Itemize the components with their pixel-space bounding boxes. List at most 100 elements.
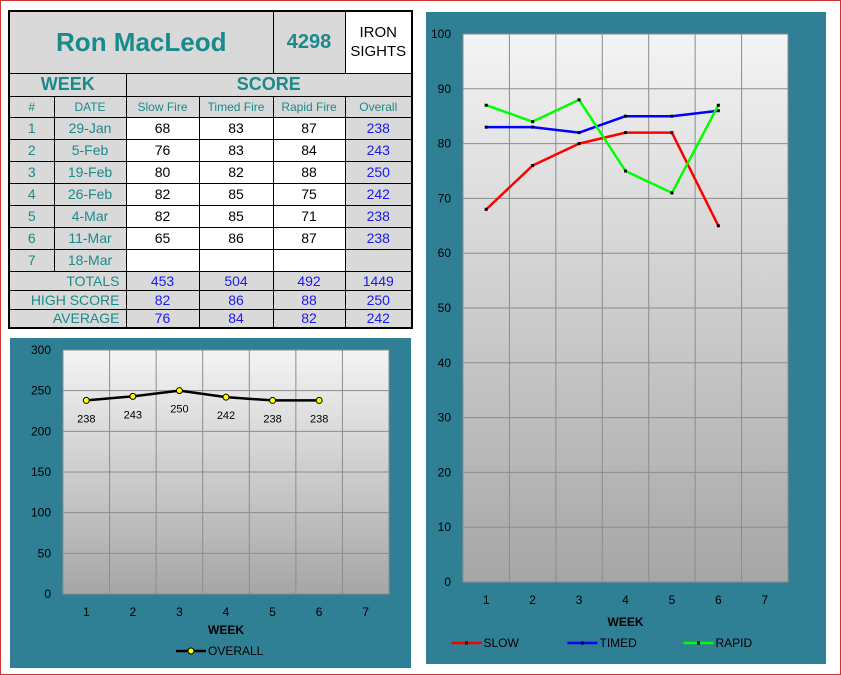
x-tick-label: 5 bbox=[269, 605, 276, 619]
timed-score[interactable] bbox=[198, 248, 274, 272]
timed-score[interactable]: 85 bbox=[198, 204, 274, 228]
high-overall: 250 bbox=[344, 289, 413, 310]
col-header-rapid: Rapid Fire bbox=[272, 95, 346, 118]
x-tick-label: 2 bbox=[529, 593, 536, 607]
slow-score[interactable]: 82 bbox=[125, 204, 200, 228]
overall-score: 242 bbox=[344, 182, 413, 206]
legend-marker-overall bbox=[187, 647, 195, 655]
x-tick-label: 3 bbox=[576, 593, 583, 607]
y-tick-label: 300 bbox=[31, 343, 51, 357]
data-label-overall: 238 bbox=[263, 413, 281, 425]
rapid-score[interactable]: 88 bbox=[272, 160, 346, 184]
table-row: 5 4-Mar 82 85 71 238 bbox=[8, 204, 413, 228]
average-label: AVERAGE bbox=[8, 308, 127, 329]
table-row: 3 19-Feb 80 82 88 250 bbox=[8, 160, 413, 184]
avg-rapid: 82 bbox=[272, 308, 346, 329]
rapid-score[interactable]: 84 bbox=[272, 138, 346, 162]
data-point-timed bbox=[716, 109, 720, 113]
y-tick-label: 0 bbox=[444, 575, 451, 589]
x-tick-label: 2 bbox=[130, 605, 137, 619]
score-table: Ron MacLeod 4298 IRON SIGHTS WEEK SCORE … bbox=[8, 10, 414, 329]
x-tick-label: 1 bbox=[483, 593, 490, 607]
data-point-timed bbox=[577, 131, 581, 135]
row-date: 19-Feb bbox=[53, 160, 127, 184]
slow-score[interactable]: 68 bbox=[125, 116, 200, 140]
x-tick-label: 5 bbox=[669, 593, 676, 607]
series-line-overall bbox=[86, 389, 320, 402]
column-header-row: # DATE Slow Fire Timed Fire Rapid Fire O… bbox=[8, 95, 413, 118]
y-tick-label: 60 bbox=[438, 246, 452, 260]
y-tick-label: 80 bbox=[438, 137, 452, 151]
x-tick-label: 4 bbox=[223, 605, 230, 619]
total-slow: 453 bbox=[125, 270, 200, 291]
table-row: 6 11-Mar 65 86 87 238 bbox=[8, 226, 413, 250]
slow-score[interactable]: 65 bbox=[125, 226, 200, 250]
table-row: 4 26-Feb 82 85 75 242 bbox=[8, 182, 413, 206]
col-header-timed: Timed Fire bbox=[198, 95, 274, 118]
data-point-overall bbox=[222, 393, 230, 401]
series-line-rapid bbox=[485, 98, 720, 195]
data-point-slow bbox=[716, 224, 720, 228]
slow-score[interactable]: 80 bbox=[125, 160, 200, 184]
col-header-slow: Slow Fire bbox=[125, 95, 200, 118]
data-point-overall bbox=[175, 387, 183, 395]
x-axis-title: WEEK bbox=[208, 623, 244, 637]
data-label-overall: 242 bbox=[217, 410, 235, 422]
data-point-overall bbox=[315, 396, 323, 404]
high-timed: 86 bbox=[198, 289, 274, 310]
col-header-date: DATE bbox=[53, 95, 127, 118]
data-label-overall: 238 bbox=[310, 413, 328, 425]
data-point-timed bbox=[484, 125, 488, 129]
rapid-score[interactable]: 87 bbox=[272, 116, 346, 140]
overall-score: 238 bbox=[344, 226, 413, 250]
data-point-slow bbox=[531, 164, 535, 168]
scores-chart-panel: 0 10 20 30 40 50 60 70 80 90 100 1 2 3 4 5 6 7 WEEK SLOW TIM… bbox=[426, 12, 826, 664]
slow-score[interactable]: 76 bbox=[125, 138, 200, 162]
row-num: 5 bbox=[8, 204, 55, 228]
slow-score[interactable]: 82 bbox=[125, 182, 200, 206]
slow-score[interactable] bbox=[125, 248, 200, 272]
row-num: 3 bbox=[8, 160, 55, 184]
high-slow: 82 bbox=[125, 289, 200, 310]
y-tick-label: 50 bbox=[38, 546, 52, 560]
legend-label-slow: SLOW bbox=[484, 636, 520, 650]
rapid-score[interactable]: 71 bbox=[272, 204, 346, 228]
data-point-slow bbox=[624, 131, 627, 135]
row-date: 29-Jan bbox=[53, 116, 127, 140]
timed-score[interactable]: 82 bbox=[198, 160, 274, 184]
total-timed: 504 bbox=[198, 270, 274, 291]
average-row: AVERAGE 76 84 82 242 bbox=[8, 308, 413, 329]
data-point-rapid bbox=[624, 169, 627, 173]
x-axis-title: WEEK bbox=[608, 615, 644, 629]
totals-row: TOTALS 453 504 492 1449 bbox=[8, 270, 413, 291]
table-row: 2 5-Feb 76 83 84 243 bbox=[8, 138, 413, 162]
timed-score[interactable]: 83 bbox=[198, 116, 274, 140]
y-tick-label: 20 bbox=[438, 465, 452, 479]
data-point-overall bbox=[82, 396, 90, 404]
data-point-rapid bbox=[484, 103, 488, 107]
data-point-slow bbox=[484, 207, 488, 211]
x-tick-label: 7 bbox=[761, 593, 768, 607]
y-tick-label: 100 bbox=[31, 506, 51, 520]
high-score-row: HIGH SCORE 82 86 88 250 bbox=[8, 289, 413, 310]
high-score-label: HIGH SCORE bbox=[8, 289, 127, 310]
rapid-score[interactable]: 87 bbox=[272, 226, 346, 250]
timed-score[interactable]: 83 bbox=[198, 138, 274, 162]
rapid-score[interactable] bbox=[272, 248, 346, 272]
data-point-rapid bbox=[577, 98, 581, 102]
high-rapid: 88 bbox=[272, 289, 346, 310]
row-date: 4-Mar bbox=[53, 204, 127, 228]
totals-label: TOTALS bbox=[8, 270, 127, 291]
avg-slow: 76 bbox=[125, 308, 200, 329]
overall-score bbox=[344, 248, 413, 272]
y-tick-label: 150 bbox=[31, 465, 51, 479]
rapid-score[interactable]: 75 bbox=[272, 182, 346, 206]
data-label-overall: 238 bbox=[77, 413, 95, 425]
y-tick-label: 10 bbox=[438, 520, 452, 534]
row-num: 2 bbox=[8, 138, 55, 162]
col-header-overall: Overall bbox=[344, 95, 413, 118]
timed-score[interactable]: 86 bbox=[198, 226, 274, 250]
total-overall: 1449 bbox=[344, 270, 413, 291]
timed-score[interactable]: 85 bbox=[198, 182, 274, 206]
row-num: 4 bbox=[8, 182, 55, 206]
